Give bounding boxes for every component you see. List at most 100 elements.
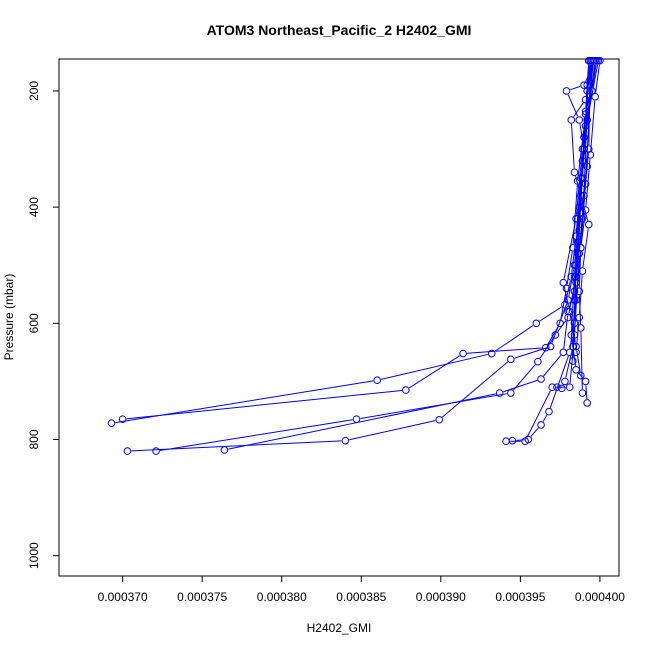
data-point: [572, 348, 580, 357]
data-point: [551, 331, 560, 339]
series-segment: [566, 251, 573, 285]
series-segment: [131, 440, 342, 452]
data-point: [546, 342, 555, 351]
series-segment: [530, 427, 539, 437]
series-segment: [577, 216, 582, 250]
data-point: [341, 436, 350, 445]
data-point: [537, 375, 545, 383]
data-point: [557, 384, 566, 393]
series-segment: [526, 390, 551, 438]
y-axis: 200 400 600 800 1000: [27, 81, 60, 569]
data-point: [118, 415, 127, 423]
data-point: [577, 371, 585, 380]
data-point: [459, 349, 467, 358]
data-point: [588, 87, 596, 95]
series-segment: [580, 213, 586, 244]
series-segment: [514, 347, 547, 359]
data-point: [572, 261, 580, 270]
series-segment: [590, 100, 596, 151]
data-point: [581, 107, 590, 116]
data-point: [581, 95, 590, 104]
series-segment: [574, 222, 578, 273]
x-tick-label: 0.000375: [177, 590, 227, 604]
data-point: [152, 447, 160, 455]
series-segment: [349, 420, 436, 441]
series-segment: [543, 355, 562, 377]
series-segment: [576, 350, 581, 372]
data-point: [572, 214, 580, 223]
profile-series: [575, 56, 604, 397]
series-segment: [494, 325, 534, 352]
series-segment: [228, 393, 496, 450]
series-segment: [547, 326, 559, 345]
y-axis-label: Pressure (mbar): [2, 274, 16, 361]
series-segment: [585, 64, 590, 108]
series-segment: [408, 355, 460, 389]
series-segment: [585, 158, 591, 207]
data-point: [507, 389, 515, 397]
x-tick-label: 0.000390: [416, 590, 466, 604]
series-segment: [360, 393, 507, 419]
data-point: [402, 386, 410, 394]
series-segment: [126, 390, 402, 420]
data-point: [586, 151, 595, 159]
data-point: [107, 419, 116, 428]
data-point: [575, 313, 584, 322]
data-point: [534, 357, 542, 366]
series-segment: [585, 385, 588, 399]
series-segment: [159, 419, 353, 451]
data-point: [373, 376, 381, 385]
x-tick-label: 0.000400: [575, 590, 625, 604]
data-point: [548, 383, 556, 392]
series-segment: [574, 257, 578, 297]
series-segment: [573, 102, 584, 118]
profile-series: [220, 56, 599, 454]
y-tick-label: 200: [27, 81, 41, 101]
data-point: [572, 342, 580, 351]
y-tick-label: 400: [27, 197, 41, 217]
series-segment: [577, 152, 585, 215]
series-layer: [107, 56, 604, 455]
series-segment: [467, 347, 542, 354]
data-point: [569, 357, 577, 365]
series-segment: [578, 251, 582, 288]
series-segment: [563, 286, 570, 308]
data-point: [570, 296, 579, 304]
y-tick-label: 800: [27, 429, 41, 449]
data-point: [559, 278, 568, 287]
data-point: [561, 377, 569, 386]
series-segment: [570, 85, 581, 91]
data-point: [578, 145, 587, 153]
x-tick-label: 0.000385: [336, 590, 386, 604]
data-point: [583, 399, 591, 407]
series-segment: [592, 64, 597, 88]
data-point: [578, 389, 587, 397]
data-point: [553, 383, 561, 392]
series-segment: [557, 320, 567, 332]
data-point: [487, 349, 496, 358]
series-segment: [542, 414, 548, 422]
data-point: [220, 446, 229, 454]
data-point: [562, 87, 571, 95]
profile-series: [559, 56, 593, 380]
data-point: [502, 437, 510, 446]
data-point: [352, 415, 361, 423]
data-point: [570, 168, 579, 177]
data-point: [591, 92, 599, 101]
x-tick-label: 0.000395: [495, 590, 545, 604]
data-point: [583, 162, 591, 171]
x-tick-label: 0.000370: [98, 590, 148, 604]
profile-series: [118, 56, 601, 423]
series-segment: [571, 123, 575, 169]
x-axis-label: H2402_GMI: [307, 621, 372, 635]
data-point: [578, 267, 587, 275]
series-segment: [595, 64, 600, 93]
data-point: [581, 206, 590, 214]
data-point: [588, 56, 596, 65]
data-point: [532, 319, 541, 328]
series-segment: [582, 115, 586, 146]
series-segment: [569, 315, 576, 343]
series-segment: [584, 94, 592, 146]
series-segment: [582, 228, 589, 268]
plot-frame: [58, 58, 620, 577]
